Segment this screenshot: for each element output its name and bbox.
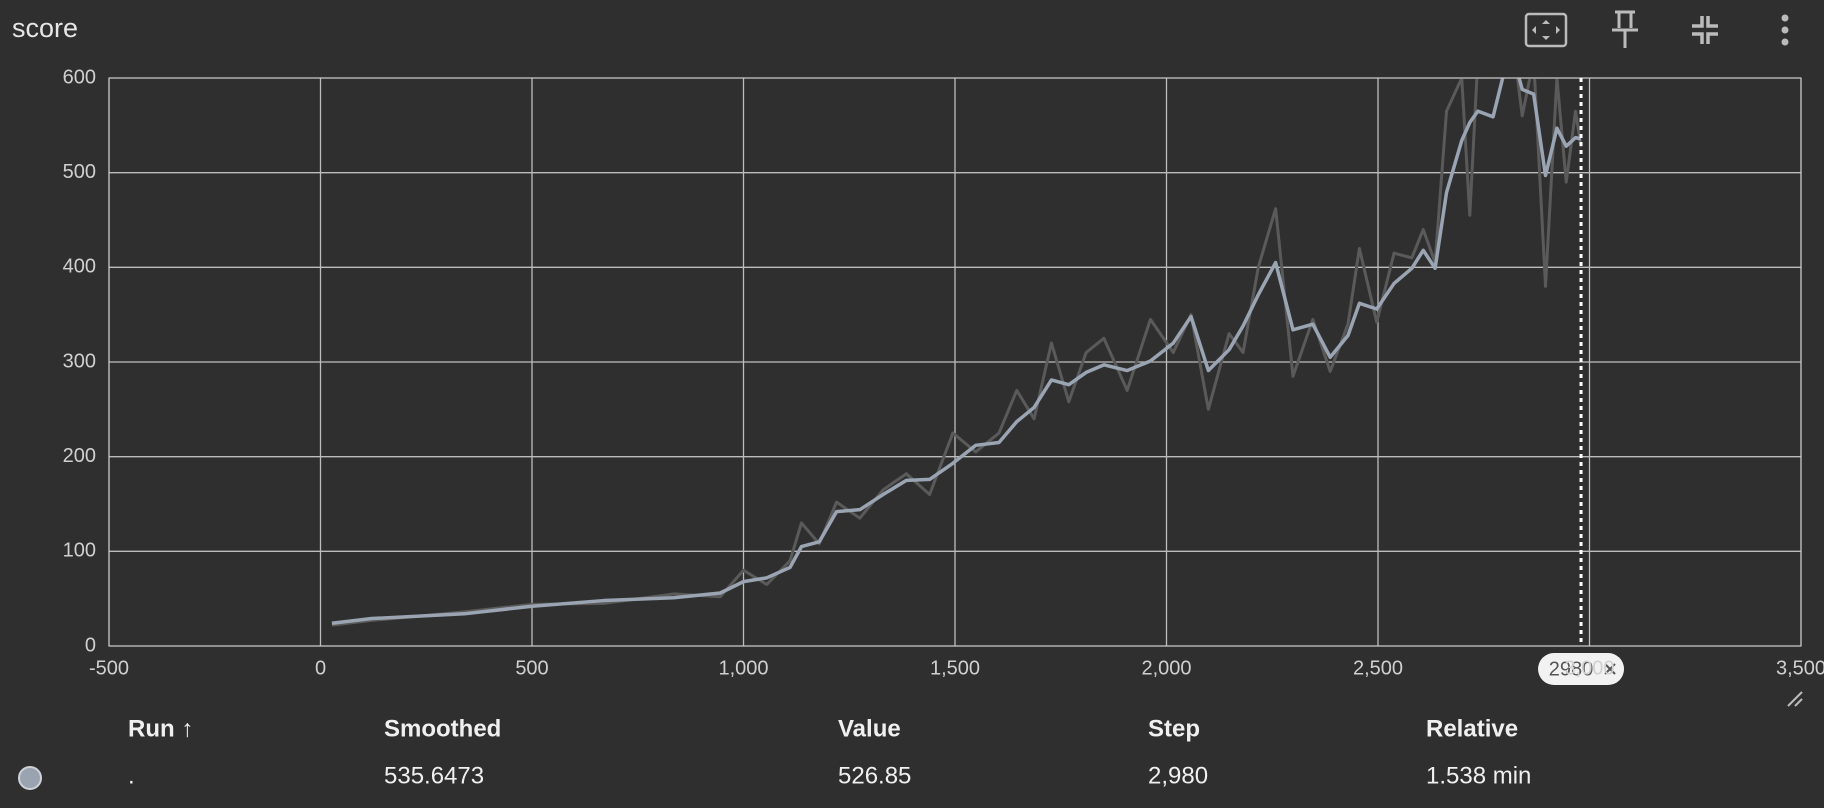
resize-handle[interactable]	[1787, 691, 1803, 707]
y-tick-label: 300	[63, 350, 96, 372]
x-tick-label: 2,000	[1141, 657, 1191, 679]
y-tick-label: 600	[63, 66, 96, 88]
run-color-dot	[18, 766, 42, 790]
collapse-button[interactable]	[1692, 16, 1718, 44]
raw-line	[331, 78, 1583, 627]
x-tick-label: 3,500	[1776, 657, 1824, 679]
data-table: Run ↑ Smoothed Value Step Relative. 535.6473 5…	[18, 715, 1531, 790]
table-cell: 526.85	[838, 762, 911, 789]
y-tick-label: 400	[63, 256, 96, 278]
more-menu-button[interactable]	[1781, 14, 1789, 46]
table-cell: 2,980	[1148, 762, 1208, 789]
x-tick-label: 1,500	[930, 657, 980, 679]
x-tick-label: -500	[89, 657, 129, 679]
y-tick-label: 500	[63, 161, 96, 183]
column-header[interactable]: Step	[1148, 715, 1200, 742]
y-tick-label: 0	[85, 634, 96, 656]
y-tick-label: 100	[63, 540, 96, 562]
y-tick-label: 200	[63, 445, 96, 467]
card-title: score	[12, 13, 78, 43]
x-tick-label: 500	[515, 657, 548, 679]
hover-indicator: 2980	[1538, 78, 1625, 685]
column-header[interactable]: Value	[838, 715, 901, 742]
smoothed-line	[331, 78, 1582, 626]
column-header[interactable]: Relative	[1426, 715, 1518, 742]
x-tick-label: 0	[315, 657, 326, 679]
table-cell: .	[128, 762, 135, 789]
table-cell: 1.538 min	[1426, 762, 1531, 789]
hover-close[interactable]	[1604, 663, 1616, 675]
plot-frame	[108, 77, 1802, 647]
pin-button[interactable]	[1612, 10, 1638, 48]
plot-area	[331, 78, 1583, 627]
column-header[interactable]: Run ↑	[128, 715, 193, 742]
x-tick-label: 3,000	[1564, 657, 1614, 679]
table-cell: 535.6473	[384, 762, 484, 789]
x-tick-label: 2,500	[1353, 657, 1403, 679]
hover-step-label: 2980	[1549, 658, 1594, 680]
x-tick-label: 1,000	[718, 657, 768, 679]
hover-chip	[1538, 653, 1625, 685]
column-header[interactable]: Smoothed	[384, 715, 501, 742]
fit-domain-button[interactable]	[1524, 12, 1568, 48]
